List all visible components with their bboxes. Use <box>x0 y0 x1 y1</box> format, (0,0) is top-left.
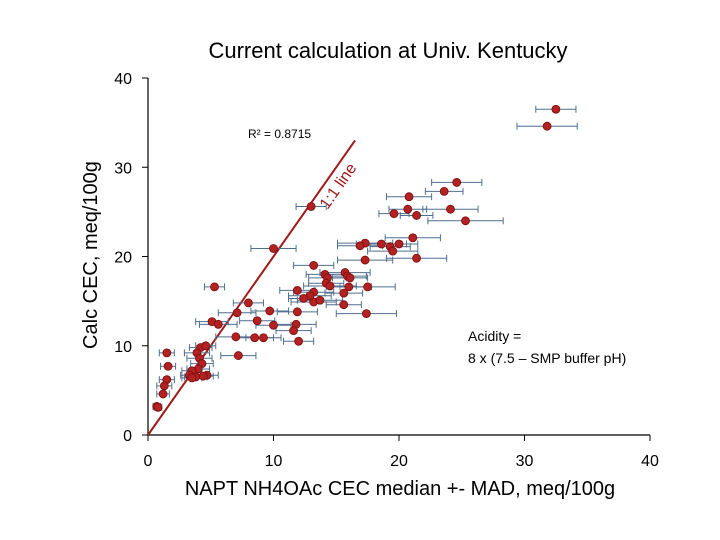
y-tick-label: 30 <box>114 160 132 177</box>
data-point <box>363 282 373 292</box>
data-point <box>269 320 278 330</box>
y-tick-label: 0 <box>123 428 132 445</box>
data-point <box>159 381 169 391</box>
y-tick-label: 40 <box>114 71 132 88</box>
data-point <box>198 371 208 381</box>
one-to-one-line <box>147 139 356 436</box>
data-point <box>412 253 421 263</box>
data-point <box>452 178 462 187</box>
data-point <box>306 202 316 211</box>
data-point <box>294 336 304 346</box>
data-point <box>360 255 370 265</box>
x-tick-label: 0 <box>144 453 153 470</box>
data-point <box>377 239 386 249</box>
data-point <box>404 192 414 202</box>
data-points <box>152 104 561 412</box>
data-point <box>388 246 398 256</box>
data-point <box>231 332 241 342</box>
data-point <box>389 209 399 219</box>
r-squared-label: R² = 0.8715 <box>248 127 311 141</box>
data-point <box>461 216 470 226</box>
data-point <box>269 244 278 253</box>
y-ticks: 0 10 20 30 40 <box>114 71 148 445</box>
data-point <box>394 239 404 249</box>
data-point <box>265 306 275 316</box>
data-point <box>213 319 223 329</box>
data-point <box>412 211 421 220</box>
data-point <box>344 282 354 292</box>
data-point <box>439 186 449 196</box>
data-point <box>210 282 219 292</box>
data-point <box>259 333 268 343</box>
data-point <box>315 295 325 305</box>
data-point <box>252 316 262 326</box>
x-axis-label: NAPT NH4OAc CEC median +- MAD, meq/100g <box>185 478 615 500</box>
data-point <box>163 361 173 371</box>
chart-title: Current calculation at Univ. Kentucky <box>208 38 567 63</box>
y-tick-label: 10 <box>114 339 132 356</box>
data-point <box>153 402 163 412</box>
data-point <box>542 121 552 131</box>
acidity-note-line-2: 8 x (7.5 – SMP buffer pH) <box>468 350 626 366</box>
data-point <box>232 308 242 318</box>
y-tick-label: 20 <box>114 250 132 267</box>
data-point <box>339 300 349 310</box>
data-point <box>403 204 413 214</box>
acidity-note-line-1: Acidity = <box>468 328 521 344</box>
data-point <box>292 286 302 295</box>
data-point <box>289 326 298 335</box>
data-point <box>299 294 309 303</box>
data-point <box>355 241 365 251</box>
data-point <box>345 273 355 283</box>
x-tick-label: 20 <box>390 453 408 470</box>
data-point <box>446 204 455 214</box>
data-point <box>158 389 168 399</box>
x-tick-label: 40 <box>641 453 659 470</box>
data-point <box>339 288 349 298</box>
x-tick-label: 30 <box>516 453 534 470</box>
data-point <box>361 309 371 319</box>
data-point <box>408 233 418 243</box>
y-axis-label: Calc CEC, meq/100g <box>80 161 102 349</box>
x-ticks: 0 10 20 30 40 <box>144 435 659 470</box>
data-point <box>551 104 561 114</box>
data-point <box>243 298 253 308</box>
data-point <box>292 307 302 317</box>
data-point <box>162 348 172 358</box>
data-point <box>325 281 335 291</box>
x-tick-label: 10 <box>265 453 283 470</box>
data-point <box>309 261 319 270</box>
data-point <box>233 351 243 360</box>
data-point <box>201 341 211 351</box>
data-point <box>250 333 260 343</box>
data-point <box>187 373 197 383</box>
